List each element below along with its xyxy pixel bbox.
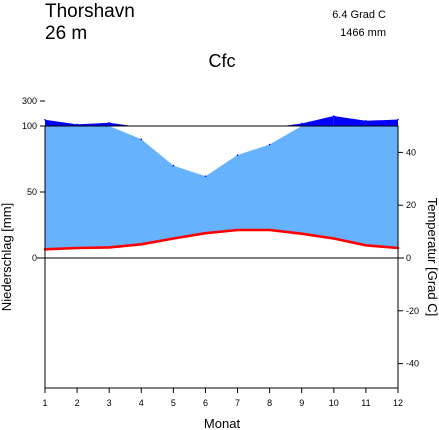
perhumid-segment-9 (301, 116, 334, 126)
precipitation-point-10 (333, 115, 335, 117)
station-elevation: 26 m (45, 23, 87, 44)
right-tick-label: 20 (406, 200, 416, 210)
perhumid-segment-2 (77, 122, 110, 126)
precipitation-point-1 (44, 119, 46, 121)
x-tick-label: 6 (203, 398, 208, 408)
perhumid-segment-3 (109, 122, 133, 126)
temperature-point-7 (236, 228, 239, 232)
temperature-point-6 (204, 232, 207, 235)
precipitation-point-7 (236, 154, 239, 156)
temperature-point-10 (332, 237, 335, 240)
x-tick-label: 4 (139, 398, 144, 408)
x-tick-label: 10 (329, 398, 339, 408)
perhumid-segment-11 (365, 119, 398, 126)
right-tick-label: 0 (406, 253, 411, 263)
temperature-point-11 (364, 244, 368, 247)
humid-area (45, 126, 398, 250)
precipitation-point-11 (365, 120, 367, 122)
y-axis-left-label: Niederschlag [mm] (0, 203, 14, 311)
x-axis-label: Monat (204, 416, 241, 430)
x-tick-label: 12 (393, 398, 403, 408)
annual-precipitation: 1466 mm (340, 27, 386, 39)
y-axis-right-label: Temperatur [Grad C] (425, 198, 439, 317)
chart-marks (37, 115, 404, 259)
precipitation-point-4 (140, 138, 143, 140)
left-tick-label: 300 (22, 96, 37, 106)
x-tick-label: 1 (42, 398, 47, 408)
perhumid-segment-8 (282, 123, 302, 126)
station-name: Thorshavn (45, 1, 135, 22)
right-tick-label: -40 (406, 359, 419, 369)
mean-temperature: 6.4 Grad C (332, 9, 386, 21)
precipitation-point-2 (76, 123, 78, 126)
precipitation-point-8 (268, 143, 271, 146)
temperature-point-3 (108, 246, 111, 249)
climate-class: Cfc (209, 51, 236, 71)
perhumid-segment-10 (333, 116, 366, 126)
x-tick-label: 11 (361, 398, 370, 408)
perhumid-segment-1 (45, 119, 78, 126)
x-tick-label: 3 (107, 398, 112, 408)
temperature-point-5 (172, 237, 175, 240)
precipitation-point-5 (172, 164, 175, 167)
temperature-point-9 (300, 232, 303, 235)
x-tick-label: 7 (235, 398, 240, 408)
x-tick-label: 5 (171, 398, 176, 408)
temperature-point-4 (140, 243, 143, 246)
temperature-point-2 (75, 246, 79, 250)
right-tick-label: -20 (406, 306, 419, 316)
temperature-point-8 (268, 228, 271, 232)
plot-frame (44, 125, 399, 389)
precipitation-point-12 (397, 118, 399, 121)
precipitation-point-3 (108, 122, 110, 124)
x-tick-label: 8 (267, 398, 272, 408)
precipitation-point-6 (204, 175, 207, 177)
left-tick-label: 100 (22, 121, 37, 131)
x-tick-label: 9 (299, 398, 304, 408)
x-tick-label: 2 (75, 398, 80, 408)
precipitation-point-9 (300, 122, 303, 125)
right-tick-label: 40 (406, 147, 416, 157)
left-tick-label: 0 (32, 253, 37, 263)
temperature-line (44, 228, 399, 251)
left-tick-label: 50 (27, 187, 37, 197)
